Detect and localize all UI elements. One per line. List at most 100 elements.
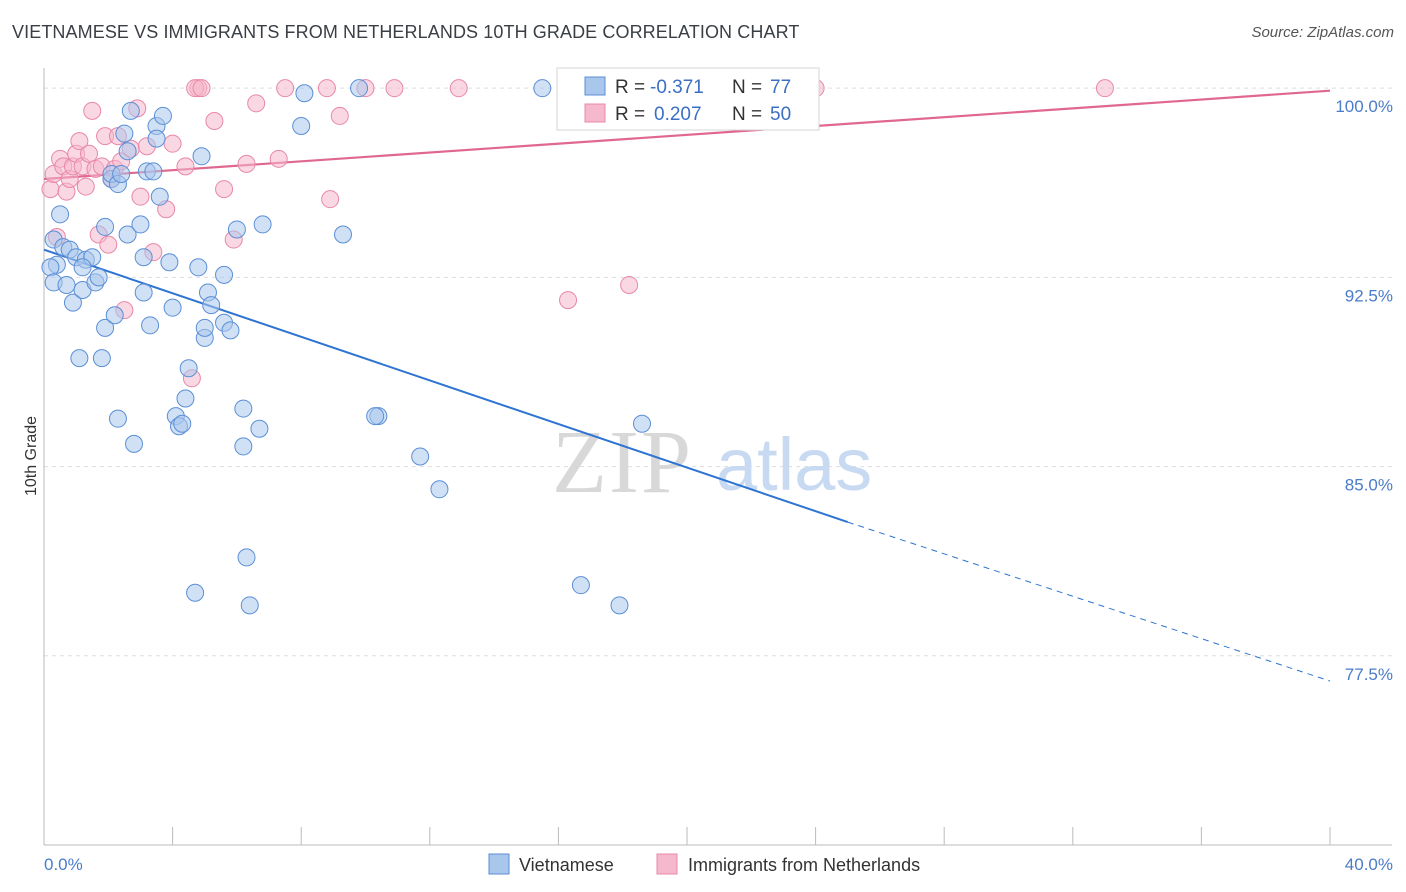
- point-netherlands-36: [215, 180, 234, 199]
- n-value-1: 77: [770, 77, 791, 98]
- bottom-legend: Vietnamese Immigrants from Netherlands: [488, 853, 920, 875]
- point-vietnamese-18: [96, 318, 115, 337]
- x-tick-label-0: 0.0%: [44, 855, 83, 874]
- series-vietnamese-points: [41, 79, 651, 615]
- trend-line-vietnamese: [43, 248, 849, 524]
- bottom-legend-netherlands: Immigrants from Netherlands: [688, 855, 920, 875]
- point-vietnamese-59: [240, 596, 259, 615]
- point-netherlands-48: [559, 291, 578, 310]
- point-vietnamese-51: [202, 296, 221, 315]
- point-vietnamese-38: [160, 253, 179, 272]
- point-vietnamese-57: [234, 437, 253, 456]
- watermark: ZIP atlas: [552, 413, 872, 512]
- point-vietnamese-37: [153, 106, 172, 125]
- point-netherlands-26: [131, 187, 150, 206]
- r-label-2: R =: [615, 104, 645, 125]
- point-netherlands-11: [76, 177, 95, 196]
- point-vietnamese-35: [147, 129, 166, 148]
- point-vietnamese-33: [141, 316, 160, 335]
- point-vietnamese-49: [195, 318, 214, 337]
- axes: [43, 68, 1392, 846]
- point-vietnamese-36: [150, 187, 169, 206]
- point-vietnamese-4: [51, 205, 70, 224]
- point-netherlands-43: [321, 190, 340, 209]
- point-vietnamese-69: [430, 480, 449, 499]
- point-netherlands-44: [330, 106, 349, 125]
- point-netherlands-47: [449, 79, 468, 98]
- point-vietnamese-29: [131, 215, 150, 234]
- point-vietnamese-76: [144, 162, 163, 181]
- point-netherlands-12: [80, 144, 99, 163]
- point-vietnamese-71: [571, 576, 590, 595]
- n-label-1: N =: [732, 77, 762, 98]
- y-tick-label-0: 77.5%: [1345, 665, 1393, 684]
- point-vietnamese-63: [295, 84, 314, 103]
- point-vietnamese-54: [221, 321, 240, 340]
- watermark-atlas: atlas: [716, 423, 872, 506]
- point-netherlands-18: [99, 235, 118, 254]
- point-netherlands-49: [620, 275, 639, 294]
- point-netherlands-31: [176, 157, 195, 176]
- grid-lines: [44, 87, 1392, 657]
- point-vietnamese-73: [632, 414, 651, 433]
- point-vietnamese-25: [118, 142, 137, 161]
- point-vietnamese-44: [176, 389, 195, 408]
- point-netherlands-35: [205, 111, 224, 130]
- point-vietnamese-75: [112, 164, 131, 183]
- source-label: Source: ZipAtlas.com: [1251, 24, 1394, 41]
- point-vietnamese-42: [173, 414, 192, 433]
- point-vietnamese-67: [366, 407, 385, 426]
- point-vietnamese-39: [163, 298, 182, 317]
- point-vietnamese-72: [610, 596, 629, 615]
- legend-swatch-vietnamese: [584, 76, 606, 96]
- point-vietnamese-58: [237, 548, 256, 567]
- point-netherlands-46: [385, 79, 404, 98]
- y-axis-title: 10th Grade: [23, 416, 40, 496]
- point-vietnamese-74: [73, 258, 92, 277]
- chart-title: VIETNAMESE VS IMMIGRANTS FROM NETHERLAND…: [12, 22, 800, 42]
- point-vietnamese-8: [63, 293, 82, 312]
- point-vietnamese-21: [105, 306, 124, 325]
- point-netherlands-51: [1095, 79, 1114, 98]
- bottom-legend-vietnamese: Vietnamese: [519, 855, 614, 875]
- x-tick-label-1: 40.0%: [1345, 855, 1393, 874]
- point-vietnamese-61: [253, 215, 272, 234]
- point-vietnamese-24: [115, 124, 134, 143]
- point-netherlands-38: [237, 154, 256, 173]
- tick-labels: 77.5% 85.0% 92.5% 100.0% 0.0% 40.0%: [44, 97, 1393, 874]
- trend-lines: [43, 89, 1331, 682]
- point-vietnamese-45: [186, 583, 205, 602]
- r-value-1: -0.371: [650, 77, 704, 98]
- point-vietnamese-46: [189, 258, 208, 277]
- point-vietnamese-47: [192, 147, 211, 166]
- point-netherlands-40: [269, 149, 288, 168]
- trend-line-vietnamese-projection: [847, 521, 1331, 682]
- point-netherlands-9: [70, 132, 89, 151]
- point-netherlands-41: [276, 79, 295, 98]
- point-vietnamese-6: [57, 275, 76, 294]
- point-netherlands-34: [192, 79, 211, 98]
- point-vietnamese-15: [89, 268, 108, 287]
- point-vietnamese-26: [118, 225, 137, 244]
- point-vietnamese-68: [411, 447, 430, 466]
- point-vietnamese-65: [350, 79, 369, 98]
- point-vietnamese-2: [41, 258, 60, 277]
- point-vietnamese-30: [134, 283, 153, 302]
- point-netherlands-13: [83, 101, 102, 120]
- point-vietnamese-52: [215, 265, 234, 284]
- point-netherlands-0: [41, 180, 60, 199]
- point-vietnamese-16: [92, 349, 111, 368]
- trend-line-netherlands: [43, 89, 1331, 181]
- point-vietnamese-70: [533, 79, 552, 98]
- point-vietnamese-43: [179, 359, 198, 378]
- point-vietnamese-17: [96, 217, 115, 236]
- r-label-1: R =: [615, 77, 645, 98]
- point-vietnamese-31: [134, 248, 153, 267]
- point-vietnamese-27: [121, 101, 140, 120]
- point-vietnamese-64: [333, 225, 352, 244]
- point-vietnamese-10: [70, 349, 89, 368]
- y-tick-label-1: 85.0%: [1345, 476, 1393, 495]
- n-label-2: N =: [732, 104, 762, 125]
- n-value-2: 50: [770, 104, 791, 125]
